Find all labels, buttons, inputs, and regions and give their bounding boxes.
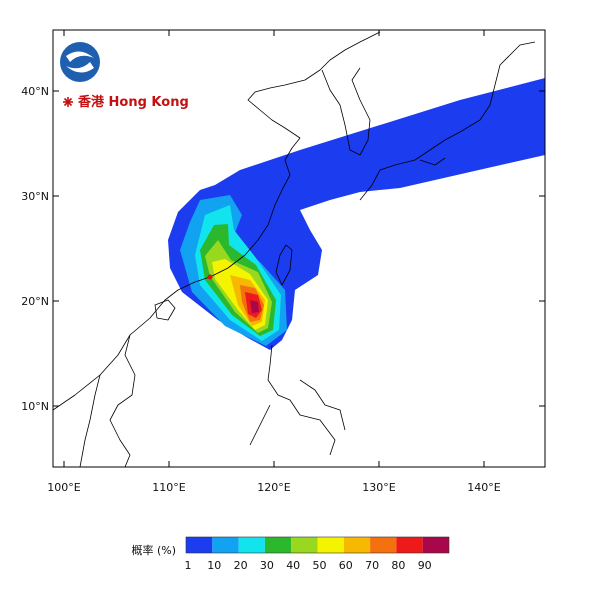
colorbar-swatch <box>186 537 213 553</box>
lon-tick-label: 120°E <box>257 481 290 494</box>
colorbar-tick-label: 10 <box>207 559 221 572</box>
lon-tick-label: 110°E <box>152 481 185 494</box>
colorbar-label: 概率 (%) <box>131 543 176 557</box>
colorbar-tick-label: 1 <box>185 559 192 572</box>
map-frame <box>52 29 546 468</box>
probability-contour <box>250 300 259 313</box>
lat-tick-label: 40°N <box>21 85 49 98</box>
colorbar-swatch <box>422 537 449 553</box>
lat-tick-label: 10°N <box>21 400 49 413</box>
logo-text: 香港 Hong Kong <box>77 94 189 110</box>
logo-star <box>63 97 73 107</box>
lon-tick-label: 140°E <box>467 481 500 494</box>
colorbar-swatch <box>317 537 344 553</box>
probability-field <box>168 78 545 350</box>
colorbar-tick-label: 30 <box>260 559 274 572</box>
colorbar-swatch <box>238 537 265 553</box>
logo-emblem <box>60 42 100 82</box>
colorbar-tick-label: 20 <box>234 559 248 572</box>
colorbar-tick-label: 80 <box>391 559 405 572</box>
colorbar-tick-label: 90 <box>418 559 432 572</box>
colorbar-tick-label: 40 <box>286 559 300 572</box>
colorbar-tick-label: 70 <box>365 559 379 572</box>
colorbar-swatch <box>343 537 371 553</box>
colorbar-swatch <box>291 537 318 553</box>
coast-hainan <box>154 299 176 321</box>
coast-philippines <box>249 344 346 456</box>
colorbar-swatch <box>212 537 239 553</box>
colorbar-swatch <box>264 537 292 553</box>
coast-indochina <box>79 334 136 468</box>
lon-tick-label: 130°E <box>362 481 395 494</box>
coast-china <box>52 31 381 411</box>
lat-tick-label: 20°N <box>21 295 49 308</box>
colorbar-tick-label: 60 <box>339 559 353 572</box>
colorbar-tick-label: 50 <box>313 559 327 572</box>
colorbar-swatch <box>396 537 423 553</box>
coastlines <box>52 31 536 468</box>
colorbar-swatch <box>370 537 397 553</box>
coast-taiwan <box>275 244 293 286</box>
lon-tick-label: 100°E <box>47 481 80 494</box>
coast-japan <box>359 41 536 201</box>
lat-tick-label: 30°N <box>21 190 49 203</box>
hong-kong-marker <box>207 274 213 280</box>
colorbar-frame <box>185 536 450 554</box>
coast-korea <box>321 67 371 156</box>
